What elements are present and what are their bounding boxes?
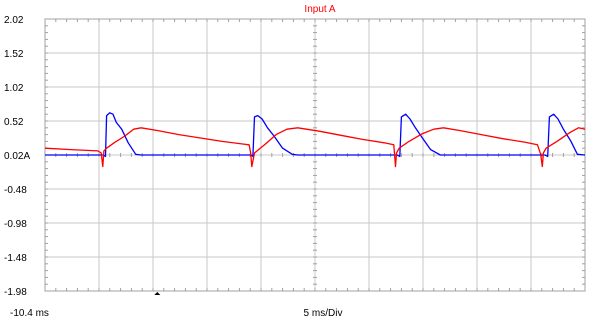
traces (44, 112, 586, 168)
y-tick-label: 1.02 (4, 83, 24, 94)
trigger-marker (154, 292, 161, 295)
chart-title: Input A (304, 4, 335, 15)
y-tick-label: 0.02A (4, 151, 30, 162)
trace-blue (45, 112, 586, 158)
trace-red (44, 127, 586, 168)
y-tick-label: -1.98 (4, 287, 27, 298)
y-axis-labels: 2.02 1.52 1.02 0.52 0.02A -0.48 -0.98 -1.48 -1.9… (4, 15, 30, 298)
y-tick-label: 1.52 (4, 49, 24, 60)
y-tick-label: 2.02 (4, 15, 24, 26)
y-tick-label: 0.52 (4, 117, 24, 128)
time-div-label: 5 ms/Div (304, 308, 343, 319)
y-tick-label: -0.48 (4, 185, 27, 196)
y-tick-label: -1.48 (4, 253, 27, 264)
x-start-label: -10.4 ms (10, 308, 49, 319)
y-tick-label: -0.98 (4, 219, 27, 230)
